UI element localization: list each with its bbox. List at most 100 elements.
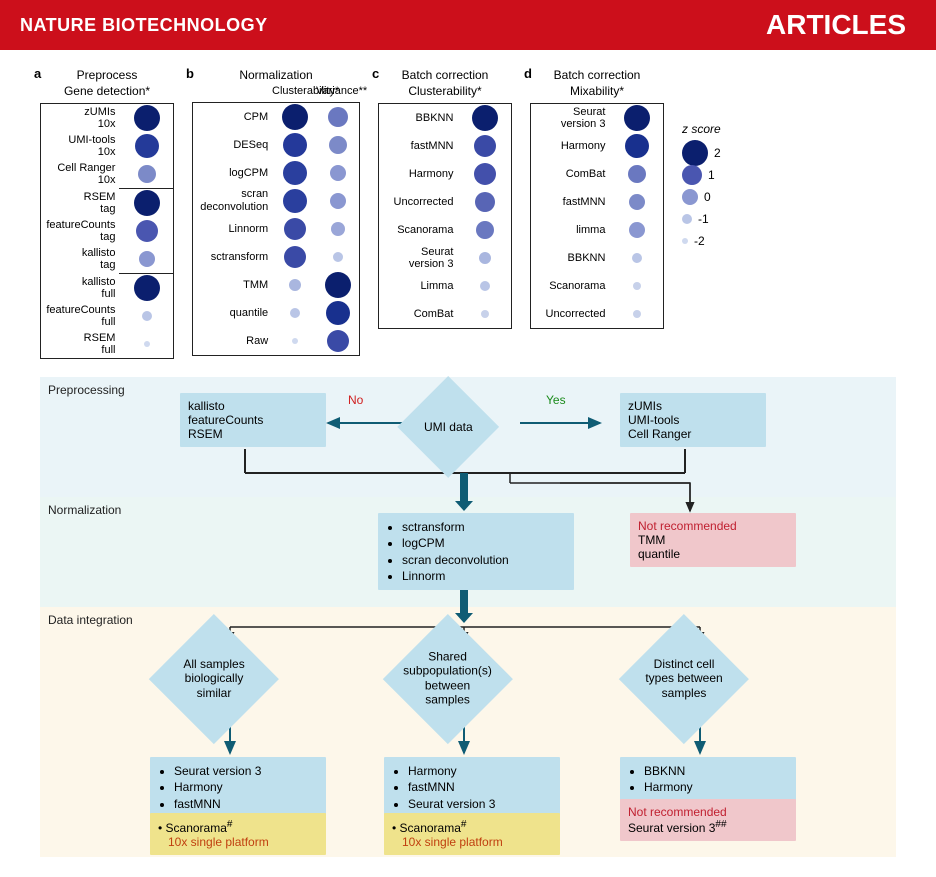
dot-cell	[317, 252, 359, 262]
dot-cell	[274, 133, 316, 157]
panel-e: ePreprocessingNormalizationData integrat…	[40, 377, 896, 857]
dot	[476, 221, 494, 239]
row-label: Uncorrected	[531, 308, 611, 321]
panel-title-l1: Batch correction	[378, 68, 512, 84]
panel-title: NormalizationClusterability*Variance**	[192, 68, 360, 98]
dot-cell	[274, 246, 316, 268]
dot-row: CPM	[193, 103, 359, 131]
dot-cell	[611, 253, 663, 263]
legend-value: -2	[694, 234, 705, 248]
dot-cell	[121, 251, 173, 267]
row-label: Limma	[379, 280, 459, 293]
box-umi-tools: zUMIsUMI-toolsCell Ranger	[620, 393, 766, 447]
dot-cell	[317, 222, 359, 236]
dot-cell	[121, 190, 173, 216]
dot-cell	[459, 105, 511, 131]
dot	[282, 104, 308, 130]
panel-b: bNormalizationClusterability*Variance**C…	[192, 68, 360, 359]
panel-c: cBatch correctionClusterability*BBKNNfas…	[378, 68, 512, 359]
dot-cell	[274, 189, 316, 213]
box-nonumi-tools: kallistofeatureCountsRSEM	[180, 393, 326, 447]
dot-cell	[459, 310, 511, 318]
dot-cell	[121, 134, 173, 158]
dot	[138, 165, 156, 183]
row-label: Raw	[193, 335, 274, 348]
row-label: Scanorama	[531, 280, 611, 293]
dot-row: Uncorrected	[531, 300, 663, 328]
legend-value: 0	[704, 190, 711, 204]
dot	[326, 301, 350, 325]
dot-cell	[611, 282, 663, 290]
dot-cell	[611, 194, 663, 210]
dot-row: Uncorrected	[379, 188, 511, 216]
legend-row: 1	[682, 164, 721, 186]
dot-cell	[121, 311, 173, 321]
row-label: DESeq	[193, 139, 274, 152]
dot-cell	[459, 281, 511, 291]
dot	[629, 194, 645, 210]
dot-row: kallistotag	[41, 245, 173, 273]
dot-cell	[121, 105, 173, 131]
dot-row: DESeq	[193, 131, 359, 159]
dot	[134, 190, 160, 216]
panel-label: d	[524, 66, 532, 81]
dot	[629, 222, 645, 238]
dot-row: Linnorm	[193, 215, 359, 243]
box-int-shared: HarmonyfastMNNSeurat version 3	[384, 757, 560, 818]
panel-label: a	[34, 66, 41, 81]
row-label: TMM	[193, 279, 274, 292]
dot-cell	[121, 220, 173, 242]
col-header: Clusterability*	[272, 84, 316, 98]
dot	[628, 165, 646, 183]
row-label: featureCountstag	[41, 219, 121, 244]
dot-row: BBKNN	[531, 244, 663, 272]
panel-title-l2: Gene detection*	[40, 84, 174, 100]
dot-cell	[274, 279, 316, 291]
row-label: fastMNN	[379, 140, 459, 153]
dot-cell	[317, 107, 359, 127]
dot-cell	[459, 163, 511, 185]
row-label: kallistofull	[41, 276, 121, 301]
row-label: zUMIs10x	[41, 106, 121, 131]
label-yes: Yes	[546, 393, 566, 407]
dot-row: Scanorama	[531, 272, 663, 300]
dot-cell	[121, 165, 173, 183]
row-label: sctransform	[193, 251, 274, 264]
dot	[624, 105, 650, 131]
label-no: No	[348, 393, 363, 407]
row-label: fastMNN	[531, 196, 611, 209]
dot-cell	[274, 218, 316, 240]
box-norm-recommended: sctransformlogCPMscran deconvolutionLinn…	[378, 513, 574, 590]
dot-chart: zUMIs10xUMI-tools10xCell Ranger10xRSEMta…	[40, 103, 174, 359]
dot-row: sctransform	[193, 243, 359, 271]
panel-title-l1: Normalization	[192, 68, 360, 84]
dot-chart: Seuratversion 3HarmonyComBatfastMNNlimma…	[530, 103, 664, 329]
box-scanorama-note: • Scanorama#10x single platform	[150, 813, 326, 855]
legend-row: 2	[682, 142, 721, 164]
legend-dot	[682, 165, 702, 185]
dot-row: logCPM	[193, 159, 359, 187]
dot	[330, 193, 346, 209]
dot-row: featureCountsfull	[41, 302, 173, 330]
dot-row: fastMNN	[531, 188, 663, 216]
dot	[474, 135, 496, 157]
journal-banner: NATURE BIOTECHNOLOGY ARTICLES	[0, 0, 936, 50]
dot-cell	[121, 341, 173, 347]
dot	[331, 222, 345, 236]
dot	[290, 308, 300, 318]
dot	[328, 107, 348, 127]
dot-row: Scanorama	[379, 216, 511, 244]
row-label: quantile	[193, 307, 274, 320]
dot-cell	[317, 193, 359, 209]
dot	[472, 105, 498, 131]
panel-label: c	[372, 66, 379, 81]
dot-cell	[274, 308, 316, 318]
legend-value: 2	[714, 146, 721, 160]
row-label: Linnorm	[193, 223, 274, 236]
legend-value: -1	[698, 212, 709, 226]
row-label: ComBat	[531, 168, 611, 181]
dot	[633, 310, 641, 318]
dot	[327, 330, 349, 352]
panel-title: Batch correctionClusterability*	[378, 68, 512, 99]
dot	[284, 246, 306, 268]
